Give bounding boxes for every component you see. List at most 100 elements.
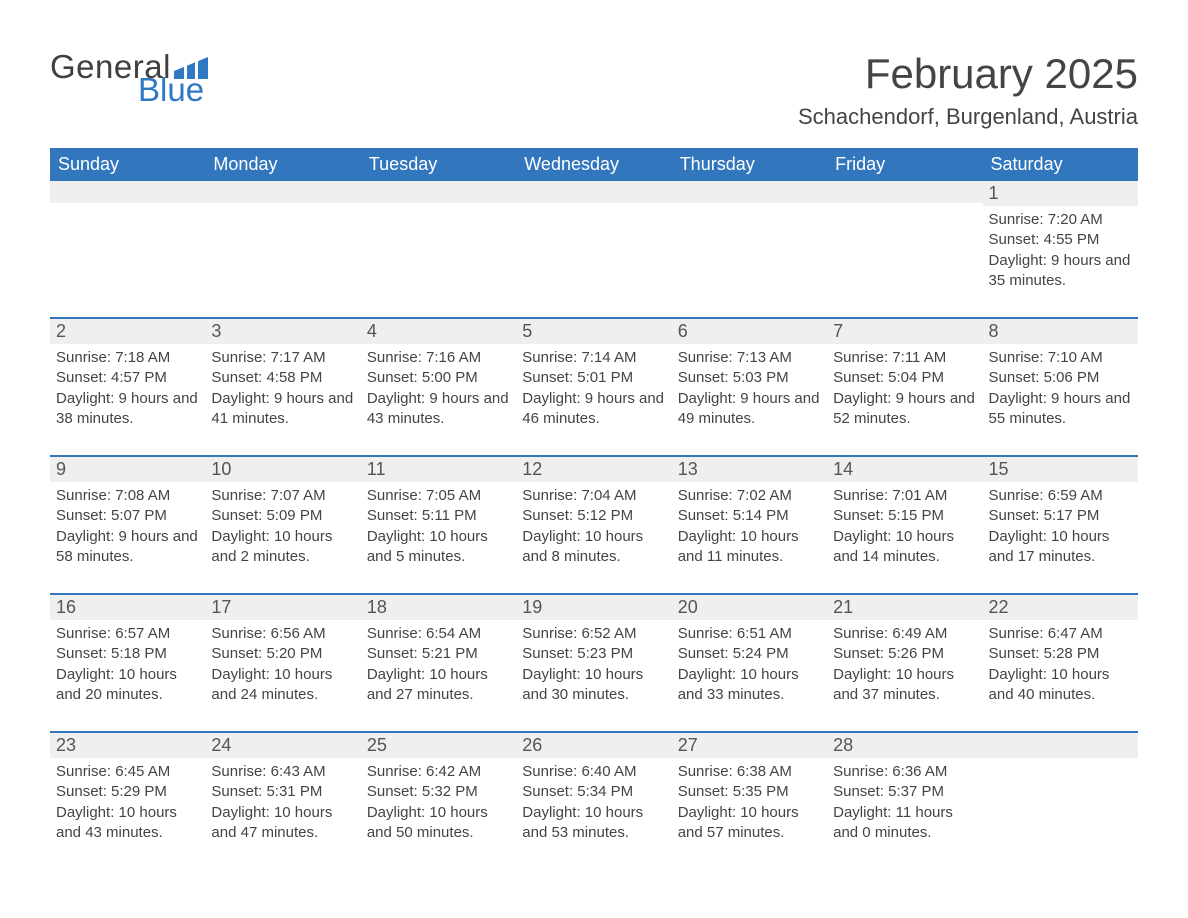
day-details: Sunrise: 6:57 AMSunset: 5:18 PMDaylight:…: [50, 620, 205, 731]
calendar-cell: 24Sunrise: 6:43 AMSunset: 5:31 PMDayligh…: [205, 731, 360, 869]
location-subtitle: Schachendorf, Burgenland, Austria: [798, 104, 1138, 130]
calendar-week-row: 23Sunrise: 6:45 AMSunset: 5:29 PMDayligh…: [50, 731, 1138, 869]
day-details: Sunrise: 7:20 AMSunset: 4:55 PMDaylight:…: [983, 206, 1138, 317]
day-number: 23: [50, 731, 205, 758]
day-details: Sunrise: 6:59 AMSunset: 5:17 PMDaylight:…: [983, 482, 1138, 593]
calendar-cell: 23Sunrise: 6:45 AMSunset: 5:29 PMDayligh…: [50, 731, 205, 869]
brand-logo: General Blue: [50, 50, 208, 106]
day-details: Sunrise: 6:36 AMSunset: 5:37 PMDaylight:…: [827, 758, 982, 869]
calendar-cell: 15Sunrise: 6:59 AMSunset: 5:17 PMDayligh…: [983, 455, 1138, 593]
weekday-header: Wednesday: [516, 148, 671, 181]
weekday-header: Saturday: [983, 148, 1138, 181]
day-number: 10: [205, 455, 360, 482]
page-title: February 2025: [798, 50, 1138, 98]
day-number: 21: [827, 593, 982, 620]
day-details: Sunrise: 6:56 AMSunset: 5:20 PMDaylight:…: [205, 620, 360, 731]
day-number: 11: [361, 455, 516, 482]
day-details: Sunrise: 6:38 AMSunset: 5:35 PMDaylight:…: [672, 758, 827, 869]
day-number: 18: [361, 593, 516, 620]
calendar-cell: [827, 181, 982, 317]
day-number: 12: [516, 455, 671, 482]
empty-day-strip: [983, 731, 1138, 758]
calendar-week-row: 9Sunrise: 7:08 AMSunset: 5:07 PMDaylight…: [50, 455, 1138, 593]
day-details: Sunrise: 6:51 AMSunset: 5:24 PMDaylight:…: [672, 620, 827, 731]
day-number: 8: [983, 317, 1138, 344]
calendar-cell: 5Sunrise: 7:14 AMSunset: 5:01 PMDaylight…: [516, 317, 671, 455]
day-details: Sunrise: 7:02 AMSunset: 5:14 PMDaylight:…: [672, 482, 827, 593]
day-number: 27: [672, 731, 827, 758]
day-details: Sunrise: 6:40 AMSunset: 5:34 PMDaylight:…: [516, 758, 671, 869]
day-details: Sunrise: 7:11 AMSunset: 5:04 PMDaylight:…: [827, 344, 982, 455]
calendar-cell: 1Sunrise: 7:20 AMSunset: 4:55 PMDaylight…: [983, 181, 1138, 317]
day-details: Sunrise: 6:52 AMSunset: 5:23 PMDaylight:…: [516, 620, 671, 731]
calendar-cell: 2Sunrise: 7:18 AMSunset: 4:57 PMDaylight…: [50, 317, 205, 455]
day-number: 17: [205, 593, 360, 620]
day-number: 4: [361, 317, 516, 344]
calendar-cell: 18Sunrise: 6:54 AMSunset: 5:21 PMDayligh…: [361, 593, 516, 731]
calendar-cell: 4Sunrise: 7:16 AMSunset: 5:00 PMDaylight…: [361, 317, 516, 455]
calendar-cell: 13Sunrise: 7:02 AMSunset: 5:14 PMDayligh…: [672, 455, 827, 593]
day-details: Sunrise: 7:04 AMSunset: 5:12 PMDaylight:…: [516, 482, 671, 593]
day-number: 26: [516, 731, 671, 758]
day-number: 28: [827, 731, 982, 758]
empty-day-strip: [516, 181, 671, 203]
weekday-header: Tuesday: [361, 148, 516, 181]
weekday-header: Sunday: [50, 148, 205, 181]
day-details: Sunrise: 7:05 AMSunset: 5:11 PMDaylight:…: [361, 482, 516, 593]
day-details: Sunrise: 6:42 AMSunset: 5:32 PMDaylight:…: [361, 758, 516, 869]
day-details: Sunrise: 7:08 AMSunset: 5:07 PMDaylight:…: [50, 482, 205, 593]
calendar-cell: 10Sunrise: 7:07 AMSunset: 5:09 PMDayligh…: [205, 455, 360, 593]
day-details: Sunrise: 6:47 AMSunset: 5:28 PMDaylight:…: [983, 620, 1138, 731]
empty-day-strip: [205, 181, 360, 203]
calendar-cell: 16Sunrise: 6:57 AMSunset: 5:18 PMDayligh…: [50, 593, 205, 731]
day-details: Sunrise: 7:07 AMSunset: 5:09 PMDaylight:…: [205, 482, 360, 593]
calendar-cell: 19Sunrise: 6:52 AMSunset: 5:23 PMDayligh…: [516, 593, 671, 731]
calendar-cell: 8Sunrise: 7:10 AMSunset: 5:06 PMDaylight…: [983, 317, 1138, 455]
calendar-cell: 14Sunrise: 7:01 AMSunset: 5:15 PMDayligh…: [827, 455, 982, 593]
day-details: Sunrise: 7:14 AMSunset: 5:01 PMDaylight:…: [516, 344, 671, 455]
day-number: 20: [672, 593, 827, 620]
day-details: Sunrise: 6:43 AMSunset: 5:31 PMDaylight:…: [205, 758, 360, 869]
day-number: 9: [50, 455, 205, 482]
day-number: 13: [672, 455, 827, 482]
day-number: 7: [827, 317, 982, 344]
day-number: 14: [827, 455, 982, 482]
day-details: Sunrise: 7:01 AMSunset: 5:15 PMDaylight:…: [827, 482, 982, 593]
calendar-cell: 11Sunrise: 7:05 AMSunset: 5:11 PMDayligh…: [361, 455, 516, 593]
day-number: 2: [50, 317, 205, 344]
calendar-cell: 25Sunrise: 6:42 AMSunset: 5:32 PMDayligh…: [361, 731, 516, 869]
calendar-cell: 6Sunrise: 7:13 AMSunset: 5:03 PMDaylight…: [672, 317, 827, 455]
day-number: 19: [516, 593, 671, 620]
day-number: 15: [983, 455, 1138, 482]
calendar-body: 1Sunrise: 7:20 AMSunset: 4:55 PMDaylight…: [50, 181, 1138, 869]
calendar-cell: 27Sunrise: 6:38 AMSunset: 5:35 PMDayligh…: [672, 731, 827, 869]
day-number: 24: [205, 731, 360, 758]
brand-word2: Blue: [138, 73, 208, 106]
calendar-cell: 22Sunrise: 6:47 AMSunset: 5:28 PMDayligh…: [983, 593, 1138, 731]
calendar-table: SundayMondayTuesdayWednesdayThursdayFrid…: [50, 148, 1138, 869]
day-number: 1: [983, 181, 1138, 206]
calendar-cell: 26Sunrise: 6:40 AMSunset: 5:34 PMDayligh…: [516, 731, 671, 869]
calendar-cell: [983, 731, 1138, 869]
day-number: 25: [361, 731, 516, 758]
calendar-week-row: 1Sunrise: 7:20 AMSunset: 4:55 PMDaylight…: [50, 181, 1138, 317]
calendar-cell: [205, 181, 360, 317]
weekday-header-row: SundayMondayTuesdayWednesdayThursdayFrid…: [50, 148, 1138, 181]
day-details: Sunrise: 7:16 AMSunset: 5:00 PMDaylight:…: [361, 344, 516, 455]
calendar-cell: 21Sunrise: 6:49 AMSunset: 5:26 PMDayligh…: [827, 593, 982, 731]
day-number: 3: [205, 317, 360, 344]
calendar-week-row: 2Sunrise: 7:18 AMSunset: 4:57 PMDaylight…: [50, 317, 1138, 455]
calendar-cell: 12Sunrise: 7:04 AMSunset: 5:12 PMDayligh…: [516, 455, 671, 593]
day-details: Sunrise: 7:17 AMSunset: 4:58 PMDaylight:…: [205, 344, 360, 455]
day-number: 16: [50, 593, 205, 620]
calendar-cell: 28Sunrise: 6:36 AMSunset: 5:37 PMDayligh…: [827, 731, 982, 869]
day-details: Sunrise: 7:13 AMSunset: 5:03 PMDaylight:…: [672, 344, 827, 455]
empty-day-strip: [50, 181, 205, 203]
calendar-cell: [361, 181, 516, 317]
day-number: 5: [516, 317, 671, 344]
day-number: 6: [672, 317, 827, 344]
calendar-cell: [516, 181, 671, 317]
day-details: Sunrise: 7:18 AMSunset: 4:57 PMDaylight:…: [50, 344, 205, 455]
day-details: Sunrise: 6:49 AMSunset: 5:26 PMDaylight:…: [827, 620, 982, 731]
weekday-header: Thursday: [672, 148, 827, 181]
